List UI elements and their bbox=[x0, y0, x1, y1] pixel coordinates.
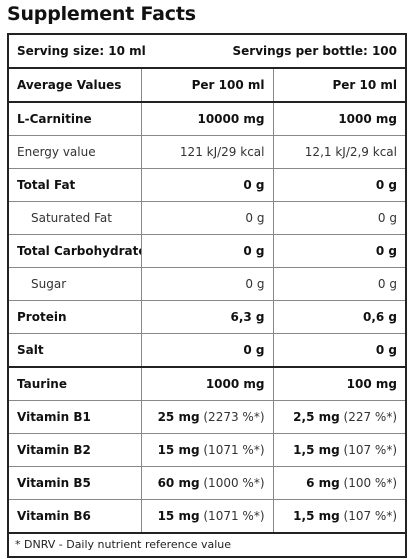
row-value-100ml: 25 mg bbox=[157, 410, 200, 424]
table-row: Taurine 1000 mg 100 mg bbox=[9, 367, 405, 401]
row-value-100ml: 0 g bbox=[140, 267, 273, 301]
servings-per-bottle: Servings per bottle: 100 bbox=[232, 44, 398, 58]
row-value-100ml: 0 g bbox=[140, 201, 273, 235]
row-value-10ml: 0 g bbox=[272, 168, 405, 202]
row-name: Total Fat bbox=[9, 168, 141, 202]
row-value-10ml: 12,1 kJ/2,9 kcal bbox=[272, 135, 405, 169]
table-row: Vitamin B6 15 mg (1071 %*) 1,5 mg (107 %… bbox=[9, 499, 405, 534]
page-title: Supplement Facts bbox=[7, 3, 196, 25]
supplement-facts-table: Serving size: 10 ml Servings per bottle:… bbox=[7, 33, 407, 558]
table-row: Protein 6,3 g 0,6 g bbox=[9, 300, 405, 334]
row-dv-100ml: (2273 %*) bbox=[203, 410, 265, 424]
row-value-100ml: 15 mg bbox=[157, 509, 200, 523]
table-row: Total Fat 0 g 0 g bbox=[9, 168, 405, 202]
header-per-100ml: Per 100 ml bbox=[140, 68, 273, 103]
table-row: Saturated Fat 0 g 0 g bbox=[9, 201, 405, 235]
row-name: Vitamin B1 bbox=[9, 400, 141, 434]
row-dv-10ml: (100 %*) bbox=[343, 476, 397, 490]
row-name: Taurine bbox=[9, 367, 141, 401]
row-value-100ml: 60 mg bbox=[157, 476, 200, 490]
row-value-10ml: 0 g bbox=[272, 333, 405, 368]
row-dv-100ml: (1071 %*) bbox=[203, 443, 265, 457]
row-value-100ml: 0 g bbox=[140, 168, 273, 202]
row-name: Vitamin B2 bbox=[9, 433, 141, 467]
row-value-10ml: 6 mg bbox=[306, 476, 340, 490]
row-value-100ml: 121 kJ/29 kcal bbox=[140, 135, 273, 169]
footnote: * DNRV - Daily nutrient reference value bbox=[15, 538, 232, 551]
row-dv-100ml: (1000 %*) bbox=[203, 476, 265, 490]
row-name: Vitamin B6 bbox=[9, 499, 141, 534]
row-value-10ml: 2,5 mg bbox=[293, 410, 340, 424]
row-name: L-Carnitine bbox=[9, 102, 141, 136]
table-row: Vitamin B1 25 mg (2273 %*) 2,5 mg (227 %… bbox=[9, 400, 405, 434]
table-row: Energy value 121 kJ/29 kcal 12,1 kJ/2,9 … bbox=[9, 135, 405, 169]
header-row: Average Values Per 100 ml Per 10 ml bbox=[9, 68, 405, 103]
table-row: Vitamin B2 15 mg (1071 %*) 1,5 mg (107 %… bbox=[9, 433, 405, 467]
row-value-10ml: 0 g bbox=[272, 234, 405, 268]
table-row: Sugar 0 g 0 g bbox=[9, 267, 405, 301]
row-dv-10ml: (107 %*) bbox=[343, 443, 397, 457]
row-name: Saturated Fat bbox=[9, 201, 141, 235]
row-dv-10ml: (227 %*) bbox=[343, 410, 397, 424]
row-name: Protein bbox=[9, 300, 141, 334]
row-value-100ml: 1000 mg bbox=[140, 367, 273, 401]
row-value-10ml: 0 g bbox=[272, 201, 405, 235]
row-value-10ml: 0 g bbox=[272, 267, 405, 301]
table-row: Salt 0 g 0 g bbox=[9, 333, 405, 368]
row-value-100ml: 15 mg bbox=[157, 443, 200, 457]
row-value-10ml: 100 mg bbox=[272, 367, 405, 401]
serving-size: Serving size: 10 ml bbox=[17, 44, 146, 58]
header-label: Average Values bbox=[9, 68, 141, 103]
row-value-10ml: 0,6 g bbox=[272, 300, 405, 334]
table-row: Vitamin B5 60 mg (1000 %*) 6 mg (100 %*) bbox=[9, 466, 405, 500]
table-row: Total Carbohydrate 0 g 0 g bbox=[9, 234, 405, 268]
row-name: Salt bbox=[9, 333, 141, 368]
row-dv-100ml: (1071 %*) bbox=[203, 509, 265, 523]
row-value-100ml: 0 g bbox=[140, 234, 273, 268]
row-value-10ml: 1,5 mg bbox=[293, 509, 340, 523]
row-value-100ml: 0 g bbox=[140, 333, 273, 368]
row-value-100ml: 10000 mg bbox=[140, 102, 273, 136]
row-name: Total Carbohydrate bbox=[9, 234, 141, 268]
row-value-10ml: 1,5 mg bbox=[293, 443, 340, 457]
serving-row: Serving size: 10 ml Servings per bottle:… bbox=[9, 35, 405, 69]
row-dv-10ml: (107 %*) bbox=[343, 509, 397, 523]
row-value-10ml: 1000 mg bbox=[272, 102, 405, 136]
header-per-10ml: Per 10 ml bbox=[272, 68, 405, 103]
row-value-100ml: 6,3 g bbox=[140, 300, 273, 334]
row-name: Vitamin B5 bbox=[9, 466, 141, 500]
row-name: Energy value bbox=[9, 135, 141, 169]
table-row: L-Carnitine 10000 mg 1000 mg bbox=[9, 102, 405, 136]
row-name: Sugar bbox=[9, 267, 141, 301]
